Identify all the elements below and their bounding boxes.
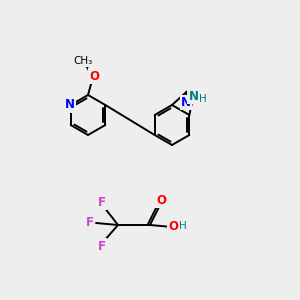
Text: O: O — [168, 220, 178, 233]
Text: H: H — [179, 221, 187, 231]
Text: O: O — [156, 194, 166, 206]
Text: O: O — [89, 70, 99, 83]
Text: CH₃: CH₃ — [74, 56, 93, 66]
Text: H: H — [199, 94, 206, 104]
Text: N: N — [188, 90, 199, 103]
Text: N: N — [181, 96, 191, 109]
Text: N: N — [65, 98, 75, 112]
Text: methoxy: methoxy — [82, 61, 88, 63]
Text: F: F — [86, 217, 94, 230]
Text: F: F — [98, 239, 106, 253]
Text: F: F — [98, 196, 106, 208]
